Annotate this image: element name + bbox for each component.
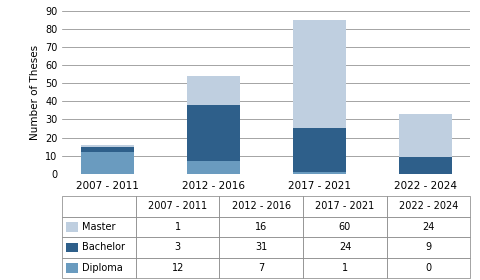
Bar [303,258,387,278]
Bar [303,237,387,258]
Bar [303,217,387,237]
Bar [81,145,134,146]
Bar [293,20,346,129]
Bar [219,196,303,217]
Bar [187,161,240,174]
Bar [62,217,136,237]
Text: Bachelor: Bachelor [82,242,125,253]
Bar [399,114,452,157]
Bar [219,217,303,237]
Bar [387,196,470,217]
Bar [219,258,303,278]
Text: Master: Master [82,222,116,232]
Bar [387,217,470,237]
Bar [81,152,134,174]
Bar [81,146,134,152]
Bar [293,172,346,174]
Text: 9: 9 [425,242,432,253]
Text: 2007 - 2011: 2007 - 2011 [76,181,139,191]
Bar [66,222,78,232]
Text: 2007 - 2011: 2007 - 2011 [148,201,207,211]
Text: 31: 31 [255,242,267,253]
Bar [62,196,136,217]
Text: 16: 16 [255,222,267,232]
Text: 2012 - 2016: 2012 - 2016 [232,201,291,211]
Text: 2017 - 2021: 2017 - 2021 [288,181,351,191]
Bar [136,237,219,258]
Text: 7: 7 [258,263,264,273]
Bar [293,129,346,172]
Text: 24: 24 [422,222,435,232]
Y-axis label: Number of Theses: Number of Theses [30,45,40,140]
Text: 24: 24 [339,242,351,253]
Text: 1: 1 [342,263,348,273]
Bar [219,237,303,258]
Bar [303,196,387,217]
Bar [387,258,470,278]
Text: 1: 1 [175,222,181,232]
Bar [62,237,136,258]
Bar [66,243,78,252]
Bar [187,76,240,105]
Text: 12: 12 [171,263,184,273]
Bar [136,258,219,278]
Bar [136,196,219,217]
Bar [136,217,219,237]
Bar [387,237,470,258]
Bar [187,105,240,161]
Text: 2017 - 2021: 2017 - 2021 [315,201,374,211]
Text: 0: 0 [425,263,432,273]
Text: 2022 - 2024: 2022 - 2024 [399,201,458,211]
Text: 2022 - 2024: 2022 - 2024 [394,181,457,191]
Bar [66,263,78,273]
Text: 60: 60 [339,222,351,232]
Bar [62,258,136,278]
Text: 3: 3 [175,242,181,253]
Text: Diploma: Diploma [82,263,123,273]
Bar [399,157,452,174]
Text: 2012 - 2016: 2012 - 2016 [182,181,245,191]
